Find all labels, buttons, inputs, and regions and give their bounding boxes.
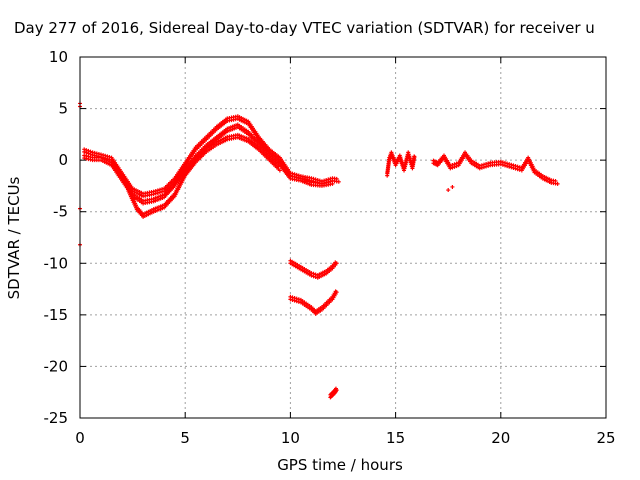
data-point [107, 154, 112, 159]
data-point [513, 164, 518, 169]
data-point [334, 261, 339, 266]
data-point [452, 162, 457, 167]
data-point [330, 181, 335, 186]
data-point [313, 272, 318, 277]
data-point [481, 162, 486, 167]
data-point [334, 290, 339, 295]
data-point [553, 178, 558, 183]
data-point [157, 187, 162, 192]
data-point [86, 148, 91, 153]
data-point [153, 188, 158, 193]
y-tick-label: -20 [44, 357, 69, 375]
data-point [160, 187, 165, 192]
data-point [486, 161, 491, 166]
plot-frame [79, 56, 607, 419]
data-point [88, 149, 93, 154]
y-tick-label: -10 [44, 254, 69, 272]
data-point [84, 148, 89, 153]
data-point [503, 160, 508, 165]
data-point [446, 188, 451, 193]
x-axis-label: GPS time / hours [277, 456, 403, 474]
data-point [507, 162, 512, 167]
data-point [334, 388, 339, 393]
data-point [101, 153, 106, 158]
grid [80, 57, 606, 418]
data-point [328, 179, 333, 184]
data-point [450, 184, 455, 189]
x-tick-label: 25 [596, 429, 615, 447]
data-point [294, 296, 299, 301]
data-point [311, 271, 316, 276]
data-point [448, 163, 453, 168]
data-point [309, 271, 314, 276]
data-point [288, 294, 293, 299]
y-tick-label: -15 [44, 306, 69, 324]
y-tick-label: 0 [58, 151, 68, 169]
data-point [105, 154, 110, 159]
data-points [78, 101, 560, 400]
y-tick-label: -5 [53, 203, 68, 221]
x-tick-label: 5 [180, 429, 190, 447]
data-point [309, 176, 314, 181]
data-point [155, 188, 160, 193]
x-tick-label: 20 [491, 429, 510, 447]
data-point [479, 163, 484, 168]
data-point [82, 147, 87, 152]
y-tick-label: -25 [44, 409, 69, 427]
data-point [509, 162, 514, 167]
x-tick-label: 15 [386, 429, 405, 447]
data-point [277, 168, 282, 173]
data-point [484, 161, 489, 166]
data-point [276, 164, 281, 169]
axis-ticks: 0 5 10 15 20 25 -25 -20 -15 -10 -5 0 5 10 [44, 48, 616, 447]
x-tick-label: 0 [75, 429, 85, 447]
data-point [505, 161, 510, 166]
data-point [555, 181, 560, 186]
data-point [477, 163, 482, 168]
y-tick-label: 5 [58, 100, 68, 118]
data-point [103, 153, 108, 158]
data-point [151, 189, 156, 194]
data-point [450, 163, 455, 168]
chart-title: Day 277 of 2016, Sidereal Day-to-day VTE… [14, 19, 595, 37]
data-point [412, 155, 417, 160]
data-point [498, 159, 503, 164]
data-point [515, 164, 520, 169]
data-point [511, 163, 516, 168]
x-tick-label: 10 [281, 429, 300, 447]
data-point [500, 160, 505, 165]
data-point [311, 176, 316, 181]
y-tick-label: 10 [49, 48, 68, 66]
data-point [334, 176, 339, 181]
data-point [296, 297, 301, 302]
data-point [517, 165, 522, 170]
data-point [336, 179, 341, 184]
data-point [290, 295, 295, 300]
data-point [292, 296, 297, 301]
